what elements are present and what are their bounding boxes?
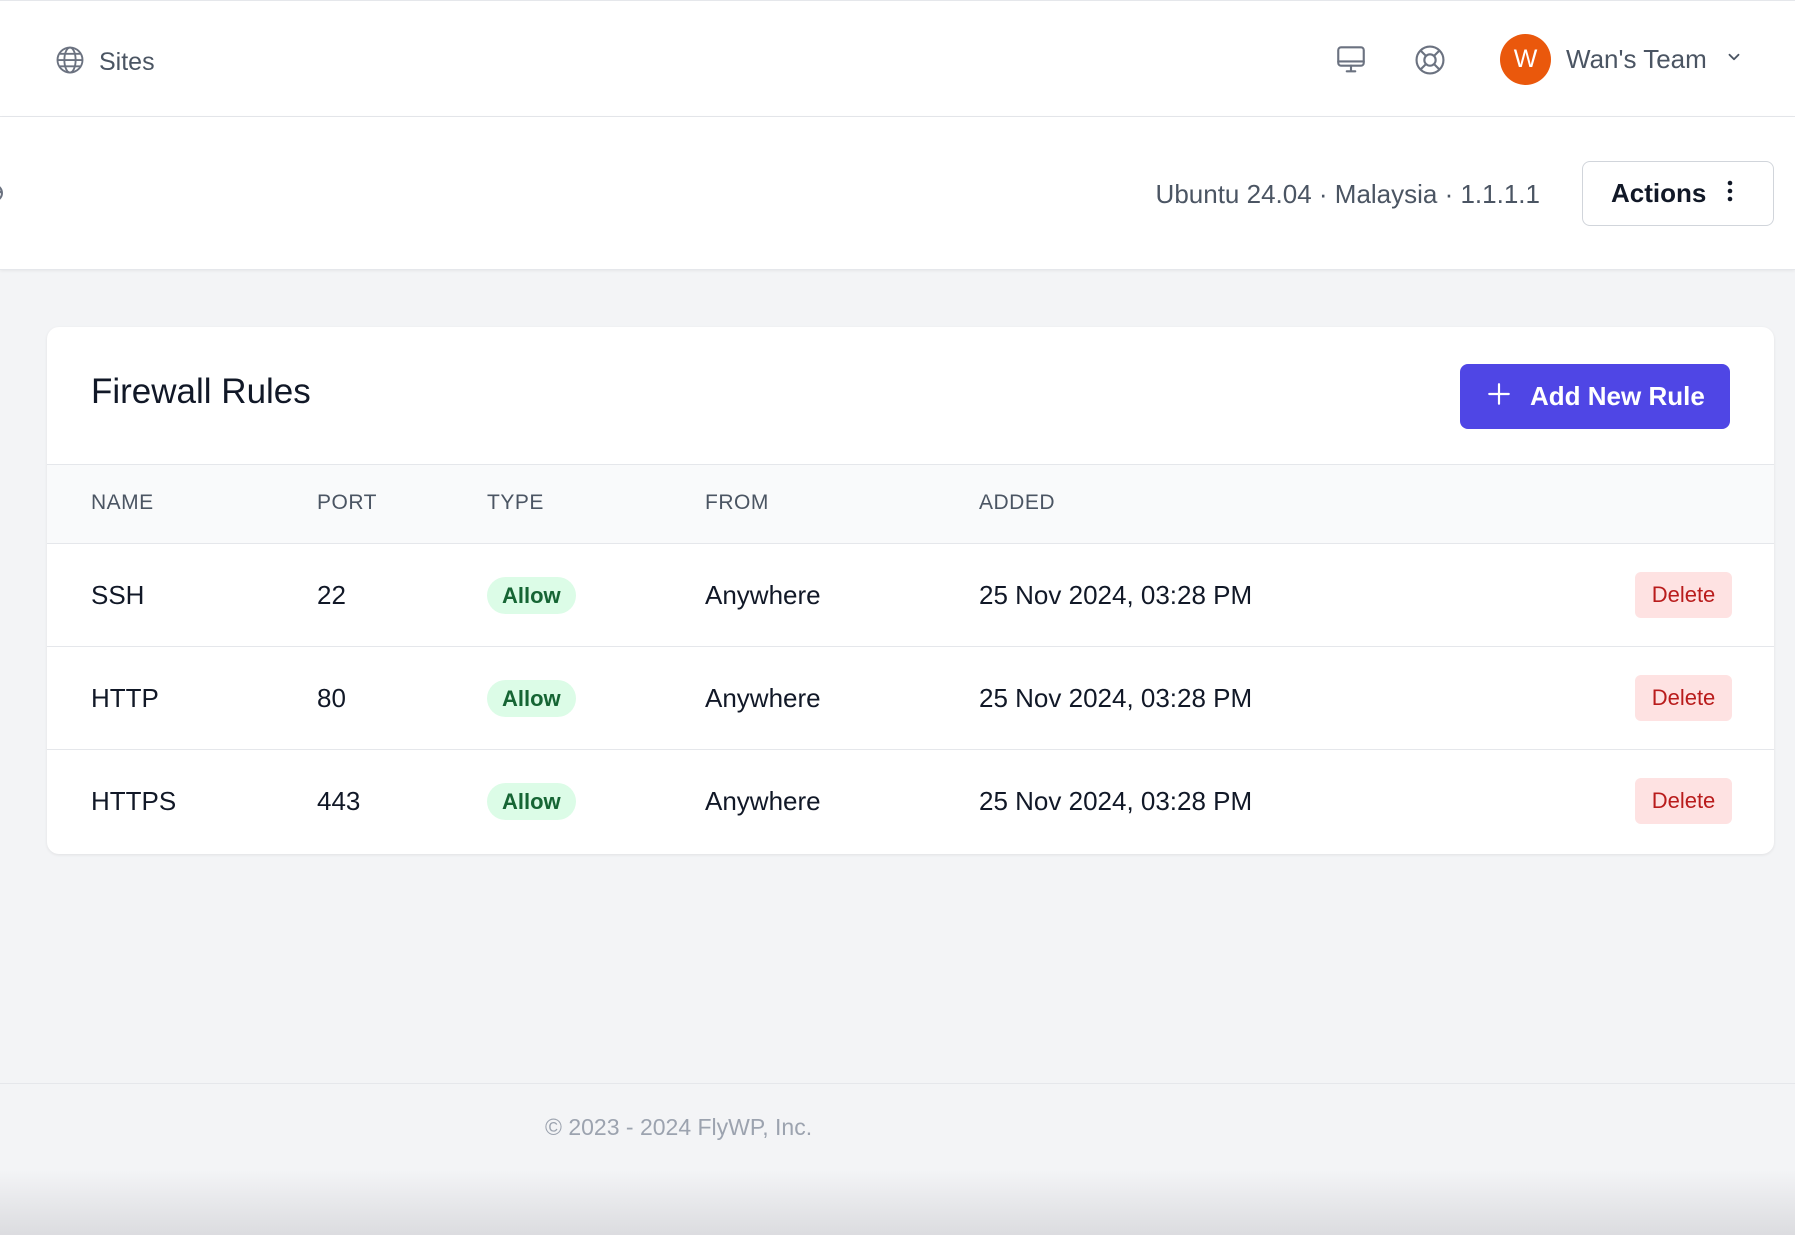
monitor-icon[interactable] bbox=[1334, 43, 1368, 77]
actions-button[interactable]: Actions bbox=[1582, 161, 1774, 226]
column-header-from: FROM bbox=[705, 491, 769, 514]
column-header-type: TYPE bbox=[487, 491, 544, 514]
delete-button[interactable]: Delete bbox=[1635, 675, 1732, 721]
rule-name: HTTPS bbox=[91, 786, 177, 816]
rule-type-badge: Allow bbox=[487, 783, 576, 820]
column-header-added: ADDED bbox=[979, 491, 1056, 514]
rule-port: 443 bbox=[317, 786, 361, 816]
table-row: SSH 22 Allow Anywhere 25 Nov 2024, 03:28… bbox=[47, 544, 1774, 647]
rule-type-badge: Allow bbox=[487, 680, 576, 717]
add-new-rule-label: Add New Rule bbox=[1530, 381, 1705, 411]
refresh-icon[interactable] bbox=[0, 179, 8, 212]
rule-from: Anywhere bbox=[705, 683, 821, 713]
column-header-name: NAME bbox=[91, 491, 154, 514]
chevron-down-icon bbox=[1725, 48, 1743, 71]
column-header-port: PORT bbox=[317, 491, 377, 514]
delete-button[interactable]: Delete bbox=[1635, 778, 1732, 824]
plus-icon bbox=[1486, 381, 1512, 412]
globe-icon bbox=[55, 45, 85, 80]
add-new-rule-button[interactable]: Add New Rule bbox=[1460, 364, 1730, 429]
rule-from: Anywhere bbox=[705, 786, 821, 816]
table-row: HTTPS 443 Allow Anywhere 25 Nov 2024, 03… bbox=[47, 750, 1774, 853]
top-navbar: Sites W Wan's Team bbox=[0, 0, 1795, 117]
firewall-rules-card: Firewall Rules Add New Rule NAME PORT TY… bbox=[47, 327, 1774, 854]
kebab-menu-icon bbox=[1726, 179, 1734, 208]
table-row: HTTP 80 Allow Anywhere 25 Nov 2024, 03:2… bbox=[47, 647, 1774, 750]
nav-sites-label: Sites bbox=[99, 48, 155, 76]
rule-added: 25 Nov 2024, 03:28 PM bbox=[979, 786, 1253, 816]
avatar: W bbox=[1500, 34, 1551, 85]
server-meta: Ubuntu 24.04 · Malaysia · 1.1.1.1 bbox=[1155, 179, 1540, 209]
rule-added: 25 Nov 2024, 03:28 PM bbox=[979, 580, 1253, 610]
nav-sites-link[interactable]: Sites bbox=[55, 45, 155, 80]
rule-from: Anywhere bbox=[705, 580, 821, 610]
rule-added: 25 Nov 2024, 03:28 PM bbox=[979, 683, 1253, 713]
rule-type-badge: Allow bbox=[487, 577, 576, 614]
team-name: Wan's Team bbox=[1566, 44, 1707, 74]
footer-copyright: © 2023 - 2024 FlyWP, Inc. bbox=[545, 1114, 813, 1140]
page-title: Firewall Rules bbox=[91, 372, 311, 411]
server-header: Ubuntu 24.04 · Malaysia · 1.1.1.1 Action… bbox=[0, 117, 1795, 270]
rule-name: SSH bbox=[91, 580, 145, 610]
lifebuoy-icon[interactable] bbox=[1413, 43, 1447, 77]
footer-divider bbox=[0, 1083, 1795, 1084]
table-header: NAME PORT TYPE FROM ADDED bbox=[47, 464, 1774, 544]
bottom-shadow bbox=[0, 1170, 1795, 1235]
delete-button[interactable]: Delete bbox=[1635, 572, 1732, 618]
team-switcher[interactable]: W Wan's Team bbox=[1500, 34, 1743, 85]
rule-port: 80 bbox=[317, 683, 346, 713]
rule-name: HTTP bbox=[91, 683, 159, 713]
rule-port: 22 bbox=[317, 580, 346, 610]
actions-label: Actions bbox=[1611, 178, 1707, 208]
